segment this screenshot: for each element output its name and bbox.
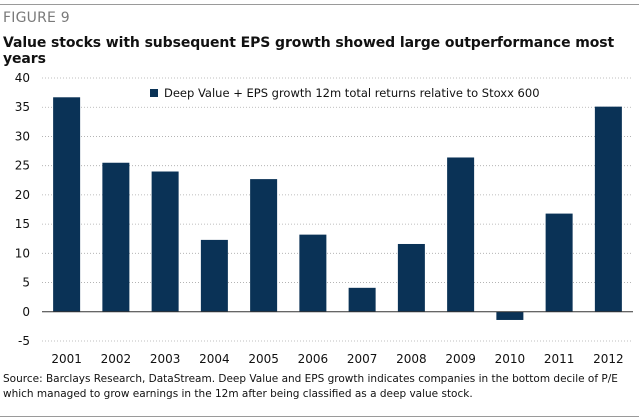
bars: [42, 97, 633, 320]
bar-2005: [250, 179, 278, 312]
bar-2012: [594, 106, 622, 312]
bar-2001: [53, 97, 81, 312]
x-tick-label: 2003: [150, 352, 181, 366]
x-axis-ticks: 2001 2002 2003 2004 2005 2006 2007 2008 2009 2010…: [51, 352, 623, 366]
x-tick-label: 2012: [593, 352, 624, 366]
bar-2003: [151, 171, 179, 312]
x-tick-label: 2004: [199, 352, 230, 366]
bar-2009: [447, 157, 475, 312]
legend-label: Deep Value + EPS growth 12m total return…: [164, 86, 540, 100]
grid-lines: [42, 77, 633, 342]
top-rule: [0, 4, 639, 5]
x-tick-label: 2008: [396, 352, 427, 366]
chart-title: Value stocks with subsequent EPS growth …: [3, 35, 615, 67]
x-tick-label: 2011: [544, 352, 575, 366]
y-axis-ticks: -5 0 5 10 15 20 25 30 35 40: [15, 71, 30, 348]
x-tick-label: 2006: [298, 352, 329, 366]
y-tick-label: 20: [15, 188, 30, 202]
bar-2006: [299, 234, 327, 312]
y-tick-label: 10: [15, 246, 30, 260]
x-tick-label: 2002: [101, 352, 132, 366]
y-tick-label: 35: [15, 100, 30, 114]
x-tick-label: 2001: [51, 352, 82, 366]
y-tick-label: 0: [22, 305, 30, 319]
y-tick-label: 5: [22, 276, 30, 290]
x-tick-label: 2007: [347, 352, 378, 366]
bar-2002: [102, 162, 130, 312]
legend: Deep Value + EPS growth 12m total return…: [150, 86, 540, 100]
bar-2004: [200, 239, 228, 312]
x-tick-label: 2010: [495, 352, 526, 366]
bar-2011: [545, 213, 573, 312]
bar-2008: [397, 243, 425, 312]
figure-label: FIGURE 9: [3, 10, 70, 26]
source-note: Source: Barclays Research, DataStream. D…: [3, 373, 618, 400]
y-tick-label: -5: [18, 334, 30, 348]
y-tick-label: 30: [15, 129, 30, 143]
legend-swatch: [150, 89, 158, 97]
x-tick-label: 2005: [248, 352, 279, 366]
bar-2007: [348, 287, 376, 312]
y-tick-label: 40: [15, 71, 30, 85]
x-tick-label: 2009: [445, 352, 476, 366]
y-tick-label: 25: [15, 159, 30, 173]
bar-2010: [496, 311, 524, 320]
bottom-rule: [0, 416, 639, 417]
y-tick-label: 15: [15, 217, 30, 231]
